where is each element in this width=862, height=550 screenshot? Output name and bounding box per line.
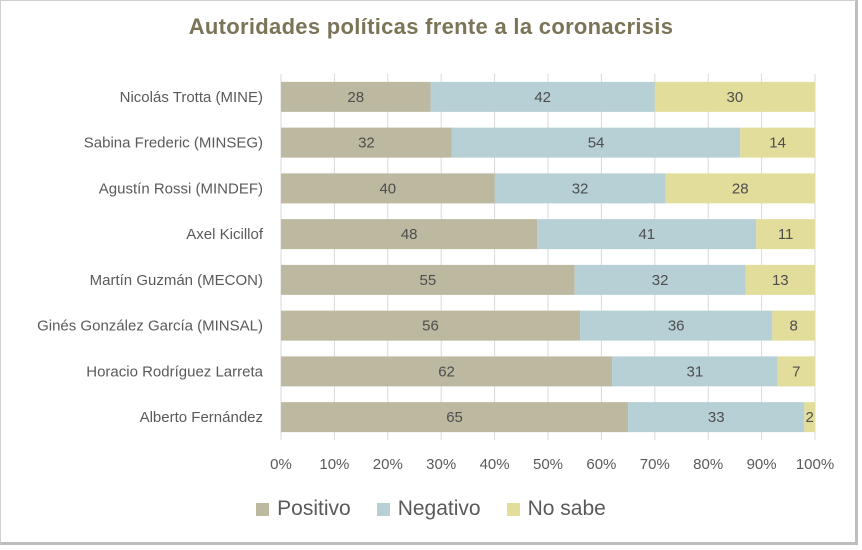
data-label: 55 <box>420 272 437 289</box>
bar-segment <box>281 127 452 158</box>
bar-segment <box>628 402 805 433</box>
data-label: 7 <box>792 363 800 380</box>
bars: 28 42 30 32 54 14 40 32 28 48 41 11 55 32 13 56 36 8 62 31 7… <box>281 81 815 433</box>
x-tick-label: 10% <box>319 456 349 473</box>
x-tick-label: 50% <box>533 456 563 473</box>
data-label: 65 <box>446 409 463 426</box>
bar-segment <box>430 81 655 112</box>
category-label: Agustín Rossi (MINDEF) <box>99 180 263 197</box>
bar-segment <box>281 264 575 295</box>
bar-segment <box>777 356 815 387</box>
data-label: 8 <box>789 318 797 335</box>
category-label: Alberto Fernández <box>140 409 263 426</box>
legend-swatch <box>376 502 390 516</box>
legend-label: No sabe <box>527 497 606 520</box>
x-tick-label: 20% <box>373 456 403 473</box>
category-labels: Nicolás Trotta (MINE) Sabina Frederic (MI… <box>37 89 264 426</box>
legend-label: Negativo <box>397 497 481 520</box>
bar-segment <box>281 173 495 204</box>
bar-segment <box>281 81 431 112</box>
data-label: 54 <box>588 135 605 152</box>
category-label: Horacio Rodríguez Larreta <box>86 363 263 380</box>
data-label: 2 <box>805 409 813 426</box>
bar-segment <box>804 402 815 433</box>
x-tick-label: 60% <box>586 456 616 473</box>
legend-item: No sabe <box>506 497 606 521</box>
data-label: 13 <box>772 272 789 289</box>
bar-segment <box>612 356 778 387</box>
data-label: 14 <box>769 135 786 152</box>
data-label: 36 <box>668 318 685 335</box>
legend: Positivo Negativo No sabe <box>0 497 862 521</box>
chart-title: Autoridades políticas frente a la corona… <box>188 14 674 39</box>
category-label: Sabina Frederic (MINSEG) <box>84 135 263 152</box>
bar-segment <box>281 356 613 387</box>
bar-segment <box>451 127 741 158</box>
bar-segment <box>574 264 746 295</box>
data-label: 32 <box>572 180 589 197</box>
x-tick-label: 70% <box>640 456 670 473</box>
data-label: 11 <box>778 226 794 243</box>
data-label: 40 <box>379 180 396 197</box>
category-label: Martín Guzmán (MECON) <box>90 272 263 289</box>
legend-swatch <box>256 502 270 516</box>
legend-item: Negativo <box>376 497 481 521</box>
bar-segment <box>772 310 815 341</box>
data-label: 30 <box>727 89 744 106</box>
x-tick-label: 80% <box>693 456 723 473</box>
x-tick-label: 100% <box>796 456 834 473</box>
data-label: 28 <box>347 89 364 106</box>
data-label: 56 <box>422 318 439 335</box>
bar-segment <box>537 219 757 250</box>
data-label: 32 <box>358 135 375 152</box>
data-label: 41 <box>638 226 655 243</box>
bar-segment <box>654 81 815 112</box>
bar-segment <box>745 264 815 295</box>
x-tick-label: 40% <box>480 456 510 473</box>
data-label: 32 <box>652 272 669 289</box>
bar-segment <box>281 219 538 250</box>
bar-segment <box>580 310 773 341</box>
category-label: Nicolás Trotta (MINE) <box>120 89 263 106</box>
bar-segment <box>740 127 815 158</box>
data-label: 28 <box>732 180 749 197</box>
bar-segment <box>756 219 815 250</box>
data-label: 42 <box>534 89 551 106</box>
x-tick-label: 0% <box>270 456 292 473</box>
bar-segment <box>665 173 815 204</box>
data-label: 33 <box>708 409 725 426</box>
data-label: 31 <box>687 363 704 380</box>
category-label: Axel Kicillof <box>186 226 264 243</box>
bar-chart: 28 42 30 32 54 14 40 32 28 48 41 11 55 32 13 56 36 8 62 31 7… <box>37 74 834 473</box>
bar-segment <box>281 402 629 433</box>
category-label: Ginés González García (MINSAL) <box>37 318 263 335</box>
data-label: 62 <box>438 363 455 380</box>
legend-swatch <box>506 502 520 516</box>
bar-segment <box>281 310 581 341</box>
legend-item: Positivo <box>256 497 351 521</box>
x-tick-label: 30% <box>426 456 456 473</box>
x-tick-labels: 0% 10% 20% 30% 40% 50% 60% 70% 80% 90% 100% <box>270 456 834 473</box>
legend-label: Positivo <box>277 497 351 520</box>
bar-segment <box>494 173 666 204</box>
data-label: 48 <box>401 226 418 243</box>
x-tick-label: 90% <box>747 456 777 473</box>
